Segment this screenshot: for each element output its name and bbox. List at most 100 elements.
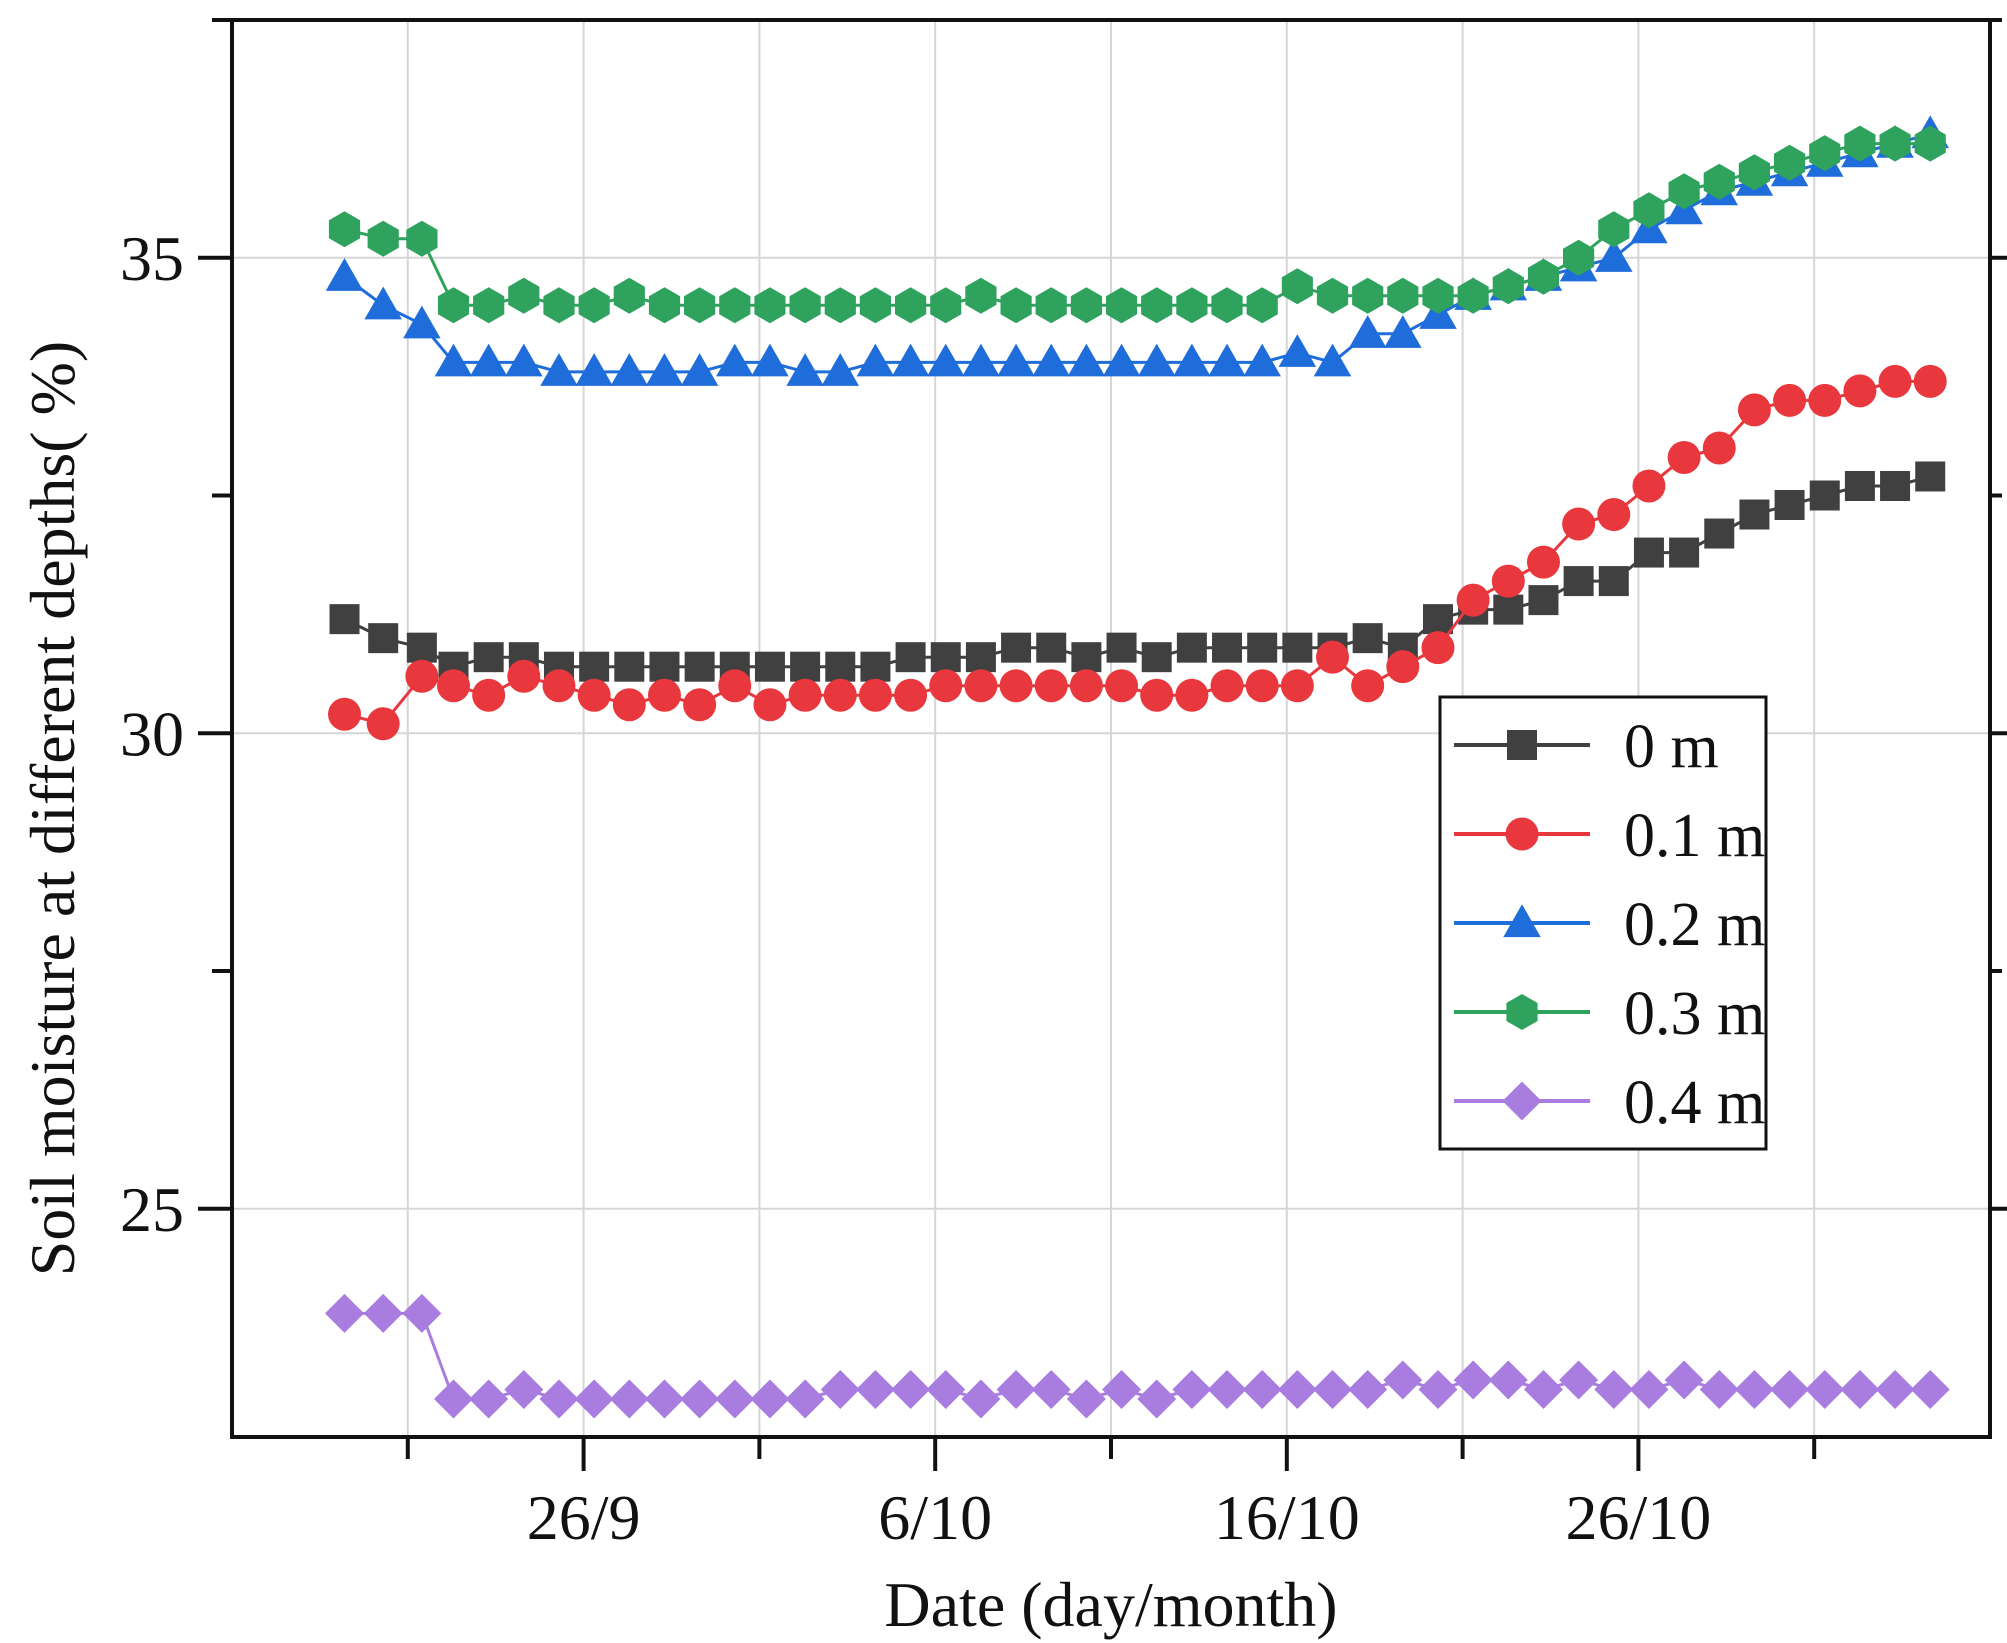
data-point [1629,1369,1669,1409]
data-point [1066,1379,1106,1419]
data-point [366,707,400,741]
data-point [1562,507,1596,541]
data-point [719,287,751,324]
data-point [1352,277,1384,314]
data-point [1808,383,1842,417]
data-point [1704,518,1735,549]
data-point [542,669,576,703]
series-line [343,132,1931,374]
data-point [403,305,441,339]
data-point [683,688,717,722]
data-point [1633,192,1665,229]
data-point [1207,1369,1247,1409]
data-point [1351,669,1385,703]
data-point [1699,1369,1739,1409]
data-point [612,688,646,722]
data-point [1313,1369,1353,1409]
data-point [1208,343,1246,377]
data-point [1137,343,1176,377]
data-point [1456,583,1490,617]
data-point [1669,537,1700,568]
data-point [1880,470,1911,501]
data-point [786,353,824,386]
data-point [1913,364,1947,398]
data-point [614,651,645,682]
data-point [1140,678,1174,712]
data-point [505,343,543,377]
data-point [1739,499,1770,530]
data-point [434,343,473,377]
data-point [1559,1360,1599,1400]
data-point [1172,1369,1212,1409]
data-point [579,651,610,682]
data-point [575,353,613,386]
data-point [1211,287,1243,324]
data-point [997,343,1035,377]
data-point [930,287,962,324]
series-line [343,475,1931,669]
data-point [645,353,684,386]
data-point [329,604,360,635]
data-point [1598,211,1630,248]
data-point [860,651,891,682]
data-point [1071,642,1102,673]
data-point [1844,470,1875,501]
data-point [788,678,822,712]
legend-marker [1503,904,1541,938]
data-point [996,1369,1036,1409]
legend-label: 0.2 m [1624,891,1765,959]
series-line [344,142,1931,307]
data-point [1383,1360,1423,1400]
data-point [1384,315,1422,348]
data-point [1035,287,1067,324]
legend-marker [1505,817,1539,851]
data-point [402,1293,442,1333]
data-point [473,642,504,673]
data-point [367,220,399,257]
series-0-m [329,461,1946,682]
data-point [328,697,362,731]
data-point [1175,678,1209,712]
data-point [1563,239,1595,276]
data-point [1702,431,1736,465]
data-point [895,287,927,324]
data-point [1770,1369,1810,1409]
data-point [609,1379,649,1419]
series-group [325,115,1950,1419]
x-tick-label: 16/10 [1214,1482,1360,1553]
data-point [1313,343,1352,377]
y-tick-label: 25 [120,1174,184,1245]
data-point [647,678,681,712]
data-point [507,659,541,693]
data-point [574,1379,614,1419]
data-point [715,1379,755,1419]
data-point [1387,277,1419,314]
data-point [437,287,470,324]
data-point [648,287,681,324]
data-point [1453,1360,1493,1400]
data-point [1246,287,1278,324]
data-point [578,287,610,324]
x-tick-label: 26/9 [527,1482,641,1553]
data-point [1000,287,1032,324]
data-point [1173,343,1211,377]
data-point [718,669,752,703]
data-point [1809,135,1841,172]
data-point [1210,669,1244,703]
legend-entry: 0.2 m [1454,891,1765,959]
data-point [613,277,645,314]
x-axis-title: Date (day/month) [884,1569,1337,1640]
data-point [1282,632,1313,663]
data-point [504,1369,544,1409]
data-point [825,651,856,682]
data-point [684,287,716,324]
data-point [1176,287,1208,324]
data-point [1277,1369,1317,1409]
legend-entry: 0.1 m [1454,802,1765,870]
data-point [855,1369,895,1409]
data-point [754,651,785,682]
data-point [1422,277,1454,314]
data-point [926,1369,966,1409]
data-point [1243,343,1281,377]
